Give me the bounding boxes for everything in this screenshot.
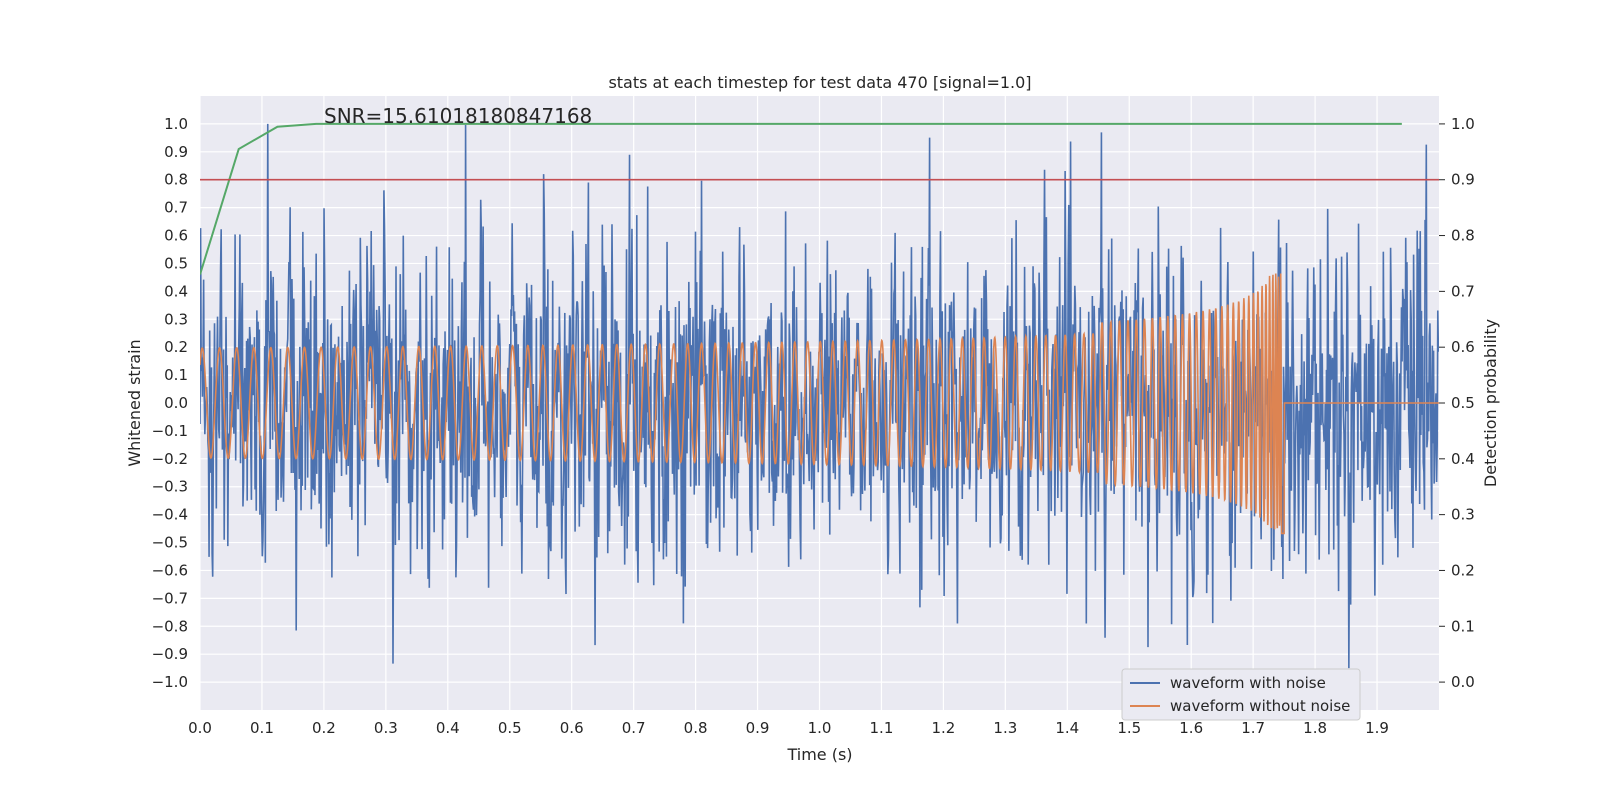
- y-right-tick-label: 0.7: [1451, 282, 1475, 300]
- series-detection-probability: [200, 122, 1402, 275]
- y-left-tick-label: −0.9: [152, 645, 188, 663]
- y-right-tick-label: 0.0: [1451, 673, 1475, 691]
- x-axis-label: Time (s): [786, 745, 852, 764]
- y-left-tick-label: −0.8: [152, 617, 188, 635]
- chart-title: stats at each timestep for test data 470…: [608, 73, 1031, 92]
- y-left-tick-label: −0.7: [152, 589, 188, 607]
- series-waveform-without-noise: [200, 273, 1439, 535]
- y-axis-right-ticks: 1.0 0.9 0.8 0.7 0.6 0.5 0.4 0.3 0.2 0.1 0.0: [1439, 115, 1475, 691]
- y-right-tick-label: 1.0: [1451, 115, 1475, 133]
- y-axis-left-label: Whitened strain: [125, 339, 144, 466]
- x-tick-label: 1.1: [870, 719, 894, 737]
- y-left-tick-label: −1.0: [152, 673, 188, 691]
- y-left-tick-label: 1.0: [164, 115, 188, 133]
- y-right-tick-label: 0.8: [1451, 227, 1475, 245]
- x-tick-label: 1.0: [808, 719, 832, 737]
- y-left-tick-label: 0.6: [164, 227, 188, 245]
- legend-label-noise: waveform with noise: [1170, 674, 1326, 692]
- x-tick-label: 0.0: [188, 719, 212, 737]
- y-left-tick-label: 0.1: [164, 366, 188, 384]
- y-right-tick-label: 0.3: [1451, 506, 1475, 524]
- y-axis-right-label: Detection probability: [1481, 319, 1500, 487]
- y-right-tick-label: 0.1: [1451, 617, 1475, 635]
- y-left-tick-label: −0.6: [152, 561, 188, 579]
- y-right-tick-label: 0.9: [1451, 171, 1475, 189]
- y-left-tick-label: −0.3: [152, 478, 188, 496]
- y-left-tick-label: −0.4: [152, 506, 188, 524]
- y-right-tick-label: 0.4: [1451, 450, 1475, 468]
- x-tick-label: 0.4: [436, 719, 460, 737]
- y-left-tick-label: −0.5: [152, 534, 188, 552]
- y-left-tick-label: 0.9: [164, 143, 188, 161]
- x-tick-label: 0.6: [560, 719, 584, 737]
- x-tick-label: 0.2: [312, 719, 336, 737]
- x-tick-label: 1.9: [1365, 719, 1389, 737]
- x-tick-label: 1.6: [1179, 719, 1203, 737]
- x-tick-label: 1.8: [1303, 719, 1327, 737]
- y-left-tick-label: −0.2: [152, 450, 188, 468]
- y-axis-left-ticks: 1.0 0.9 0.8 0.7 0.6 0.5 0.4 0.3 0.2 0.1 0.0 −0.1 −0.…: [152, 115, 188, 691]
- y-right-tick-label: 0.6: [1451, 338, 1475, 356]
- y-left-tick-label: 0.0: [164, 394, 188, 412]
- x-tick-label: 0.5: [498, 719, 522, 737]
- x-tick-label: 1.2: [931, 719, 955, 737]
- x-tick-label: 1.5: [1117, 719, 1141, 737]
- y-right-tick-label: 0.5: [1451, 394, 1475, 412]
- y-left-tick-label: 0.7: [164, 199, 188, 217]
- x-axis-ticks: 0.0 0.1 0.2 0.3 0.4 0.5 0.6 0.7 0.8 0.9 1.0 1.1 1.2 1…: [188, 719, 1389, 737]
- y-right-tick-label: 0.2: [1451, 561, 1475, 579]
- legend-label-clean: waveform without noise: [1170, 697, 1350, 715]
- y-left-tick-label: −0.1: [152, 422, 188, 440]
- snr-annotation: SNR=15.61018180847168: [324, 104, 592, 128]
- x-tick-label: 0.7: [622, 719, 646, 737]
- legend: waveform with noise waveform without noi…: [1121, 668, 1361, 721]
- series-layer: [200, 122, 1439, 669]
- x-tick-label: 0.3: [374, 719, 398, 737]
- y-left-tick-label: 0.5: [164, 254, 188, 272]
- y-left-tick-label: 0.3: [164, 310, 188, 328]
- y-left-tick-label: 0.4: [164, 282, 188, 300]
- legend-box: [1121, 668, 1361, 721]
- x-tick-label: 0.9: [746, 719, 770, 737]
- y-left-tick-label: 0.8: [164, 171, 188, 189]
- x-tick-label: 1.3: [993, 719, 1017, 737]
- x-tick-label: 0.1: [250, 719, 274, 737]
- x-tick-label: 1.7: [1241, 719, 1265, 737]
- x-tick-label: 1.4: [1055, 719, 1079, 737]
- y-left-tick-label: 0.2: [164, 338, 188, 356]
- x-tick-label: 0.8: [684, 719, 708, 737]
